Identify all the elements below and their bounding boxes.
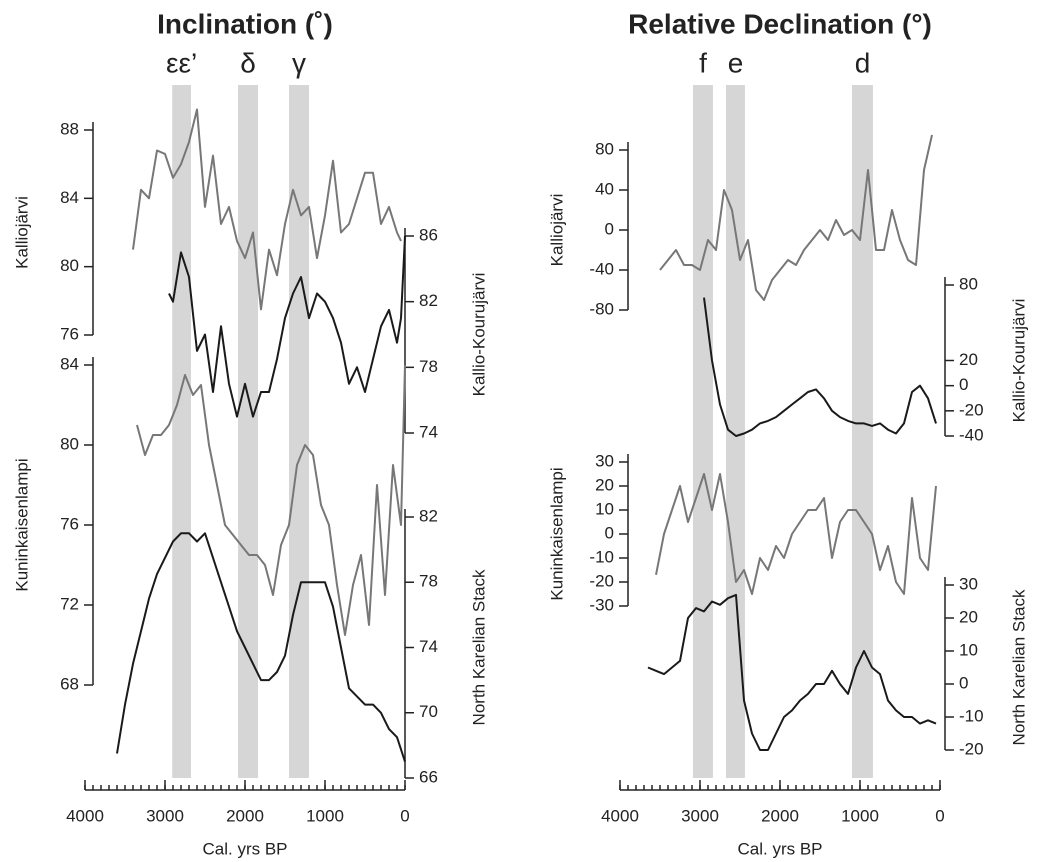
band: [238, 85, 259, 778]
band-label: γ: [292, 47, 306, 78]
y-tick-label: 10: [959, 640, 978, 659]
series-line: [647, 593, 937, 751]
y-tick-label: 80: [60, 256, 79, 275]
y-tick-label: 82: [419, 506, 438, 525]
series-line: [703, 297, 937, 437]
y-tick-label: 0: [605, 523, 614, 542]
band-label: e: [728, 47, 744, 78]
y-tick-label: 0: [959, 375, 968, 394]
y-tick-label: 88: [60, 119, 79, 138]
chart-title: Inclination (˚): [157, 8, 333, 39]
y-tick-label: 78: [419, 572, 438, 591]
x-tick-label: 2000: [226, 806, 264, 825]
y-tick-label: 80: [595, 139, 614, 158]
series-line: [132, 108, 402, 311]
y-tick-label: 66: [419, 767, 438, 786]
x-tick-label: 2000: [761, 806, 799, 825]
y-tick-label: 20: [959, 350, 978, 369]
x-tick-label: 3000: [146, 806, 184, 825]
y-tick-label: -20: [959, 739, 984, 758]
y-tick-label: 74: [419, 637, 438, 656]
y-tick-label: 0: [605, 219, 614, 238]
y-axis-label: Kalliojärvi: [547, 194, 566, 267]
y-tick-label: -40: [589, 259, 614, 278]
band: [172, 85, 191, 778]
band: [692, 85, 713, 778]
y-axis-label: Kuninkaisenlampi: [547, 467, 566, 600]
series-line: [655, 473, 937, 595]
band-label: εε’: [166, 47, 197, 78]
y-tick-label: 84: [60, 354, 79, 373]
x-tick-label: 4000: [66, 806, 104, 825]
band: [289, 85, 309, 778]
series-line: [136, 364, 406, 636]
chart-title: Relative Declination (°): [628, 8, 932, 39]
y-axis-label: Kuninkaisenlampi: [12, 458, 31, 591]
y-axis-label: Kalliojärvi: [12, 196, 31, 269]
y-tick-label: -40: [959, 425, 984, 444]
series-line: [168, 235, 406, 418]
y-axis-label: North Karelian Stack: [1009, 589, 1028, 745]
y-tick-label: 80: [959, 274, 978, 293]
y-tick-label: 72: [60, 594, 79, 613]
x-tick-label: 0: [935, 806, 944, 825]
y-tick-label: 68: [60, 674, 79, 693]
x-axis-label: Cal. yrs BP: [202, 839, 287, 858]
y-tick-label: 20: [595, 475, 614, 494]
band-label: δ: [240, 47, 256, 78]
y-tick-label: 30: [959, 574, 978, 593]
y-tick-label: 76: [60, 514, 79, 533]
y-axis-label: Kallio-Kourujärvi: [469, 273, 488, 397]
x-axis-label: Cal. yrs BP: [737, 839, 822, 858]
y-tick-label: -20: [589, 571, 614, 590]
y-tick-label: 70: [419, 702, 438, 721]
y-tick-label: 0: [959, 673, 968, 692]
y-tick-label: 10: [595, 499, 614, 518]
x-tick-label: 0: [400, 806, 409, 825]
y-axis-label: Kallio-Kourujärvi: [1009, 299, 1028, 423]
y-tick-label: 86: [419, 225, 438, 244]
y-tick-label: 20: [959, 607, 978, 626]
y-tick-label: 30: [595, 451, 614, 470]
y-tick-label: -10: [959, 706, 984, 725]
y-tick-label: 76: [60, 324, 79, 343]
y-tick-label: 74: [419, 422, 438, 441]
y-tick-label: 82: [419, 291, 438, 310]
series-line: [659, 134, 933, 301]
y-tick-label: -30: [589, 595, 614, 614]
series-line: [116, 532, 406, 763]
y-tick-label: 80: [60, 434, 79, 453]
y-tick-label: 84: [60, 188, 79, 207]
band-label: f: [699, 47, 707, 78]
x-tick-label: 3000: [681, 806, 719, 825]
y-tick-label: -80: [589, 299, 614, 318]
x-tick-label: 4000: [601, 806, 639, 825]
y-tick-label: -10: [589, 547, 614, 566]
band: [852, 85, 873, 778]
x-tick-label: 1000: [841, 806, 879, 825]
y-tick-label: 40: [595, 179, 614, 198]
band-label: d: [855, 47, 871, 78]
y-tick-label: 78: [419, 357, 438, 376]
y-tick-label: -20: [959, 400, 984, 419]
y-axis-label: North Karelian Stack: [469, 569, 488, 725]
x-tick-label: 1000: [306, 806, 344, 825]
